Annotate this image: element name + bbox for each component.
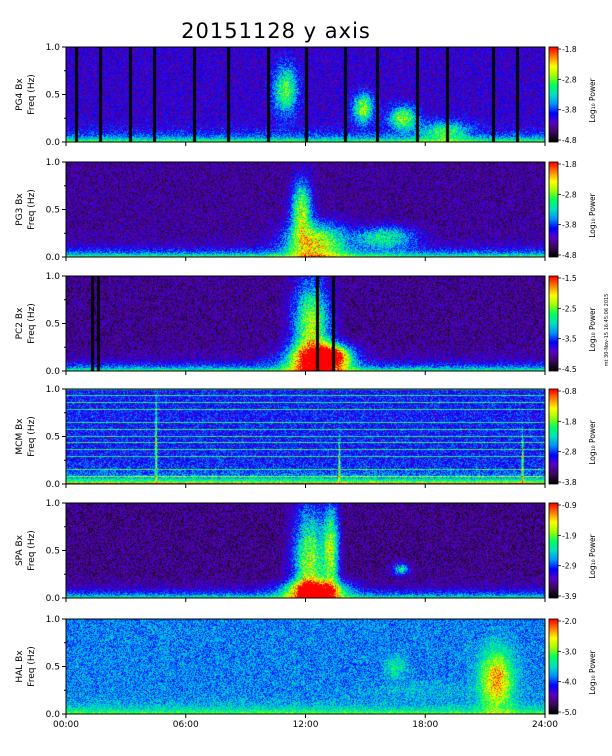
colorbar-hal: [549, 619, 558, 714]
colorbar-tick-label: -2.8: [562, 75, 577, 84]
colorbar-tick-label: -4.8: [562, 251, 577, 260]
panel-pc2: 0.0 0.5 1.0 PC2 Bx Freq (Hz) -1.5 -2.5 -3.5 -4.5…: [15, 272, 597, 377]
y-tick-label: 1.0: [46, 385, 61, 395]
ylabel-station: PG3 Bx: [15, 193, 25, 226]
panel-mcm: 0.0 0.5 1.0 MCM Bx Freq (Hz) -0.8 -1.8 -2.8 -3.8…: [15, 385, 597, 490]
colorbar-tick-label: -2.8: [562, 448, 577, 457]
colorbar-tick-label: -2.0: [562, 617, 577, 626]
colorbar-tick-label: -2.8: [562, 190, 577, 199]
spectrogram-mcm: [66, 389, 545, 484]
colorbar-tick-label: -0.9: [562, 501, 577, 510]
colorbar-tick-label: -3.8: [562, 478, 577, 487]
spectrogram-pg3: [66, 162, 545, 257]
colorbar-tick-label: -3.0: [562, 647, 577, 656]
y-tick-label: 0.0: [46, 367, 61, 377]
colorbar-label: Log₁₀ Power: [588, 419, 597, 464]
spectrogram-pc2: [66, 276, 545, 371]
colorbar-label: Log₁₀ Power: [588, 649, 597, 694]
colorbar-frame: [548, 618, 559, 715]
y-tick-label: 0.5: [46, 433, 60, 443]
colorbar-tick-label: -4.5: [562, 365, 577, 374]
x-axis: 00:00 06:00 12:00 18:00 24:00: [53, 720, 558, 730]
colorbar-tick-label: -1.8: [562, 45, 577, 54]
colorbar-label: Log₁₀ Power: [588, 77, 597, 122]
colorbar-pg4: [549, 47, 558, 142]
colorbar-pg3: [549, 162, 558, 257]
colorbar-tick-label: -3.9: [562, 592, 577, 601]
colorbar-tick-label: -1.5: [562, 274, 577, 283]
y-tick-label: 0.0: [46, 138, 61, 148]
colorbar-tick-label: -3.8: [562, 106, 577, 115]
y-tick-label: 0.0: [46, 594, 61, 604]
colorbar-frame: [548, 502, 559, 599]
colorbar-tick-label: -4.0: [562, 678, 577, 687]
colorbar-tick-label: -1.8: [562, 417, 577, 426]
y-tick-label: 0.5: [46, 206, 60, 216]
panel-spa: 0.0 0.5 1.0 SPA Bx Freq (Hz) -0.9 -1.9 -2.9 -3.9…: [15, 499, 597, 604]
y-tick-label: 0.0: [46, 480, 61, 490]
figure-title: 20151128 y axis: [181, 19, 371, 43]
colorbar-tick-label: -2.5: [562, 304, 577, 313]
y-tick-label: 1.0: [46, 272, 61, 282]
y-tick-label: 0.5: [46, 320, 60, 330]
y-tick-label: 0.0: [46, 710, 61, 720]
ylabel-freq: Freq (Hz): [27, 530, 37, 571]
panel-hal: 0.0 0.5 1.0 HAL Bx Freq (Hz) -2.0 -3.0 -4.0 -5.0…: [15, 615, 597, 720]
spectrogram-pg4: [66, 47, 545, 142]
ylabel-freq: Freq (Hz): [27, 646, 37, 687]
colorbar-pc2: [549, 276, 558, 371]
ylabel-station: HAL Bx: [15, 650, 25, 683]
ylabel-freq: Freq (Hz): [27, 303, 37, 344]
colorbar-spa: [549, 503, 558, 598]
colorbar-label: Log₁₀ Power: [588, 306, 597, 351]
colorbar-tick-label: -3.8: [562, 221, 577, 230]
colorbar-tick-label: -3.5: [562, 335, 577, 344]
y-tick-label: 1.0: [46, 158, 61, 168]
colorbar-tick-label: -5.0: [562, 708, 577, 717]
x-tick-label: 18:00: [412, 720, 438, 730]
colorbar-tick-label: -4.8: [562, 136, 577, 145]
colorbar-tick-label: -0.8: [562, 387, 577, 396]
colorbar-frame: [548, 161, 559, 258]
x-tick-label: 00:00: [53, 720, 79, 730]
spectrogram-hal: [66, 619, 545, 714]
ylabel-freq: Freq (Hz): [27, 189, 37, 230]
x-tick-label: 12:00: [293, 720, 319, 730]
ylabel-freq: Freq (Hz): [27, 74, 37, 115]
colorbar-frame: [548, 388, 559, 485]
colorbar-tick-label: -1.8: [562, 160, 577, 169]
colorbar-mcm: [549, 389, 558, 484]
y-tick-label: 0.5: [46, 91, 60, 101]
panel-pg4: 0.0 0.5 1.0 PG4 Bx Freq (Hz) -1.8 -2.8 -3.8 -4.8…: [15, 43, 597, 148]
ylabel-station: PG4 Bx: [15, 78, 25, 111]
ylabel-station: PC2 Bx: [15, 307, 25, 339]
y-tick-label: 1.0: [46, 43, 61, 53]
credit-text: mt 30-Nov-15 16:45:06 2015: [604, 294, 610, 367]
y-tick-label: 1.0: [46, 499, 61, 509]
colorbar-label: Log₁₀ Power: [588, 533, 597, 578]
colorbar-frame: [548, 46, 559, 143]
colorbar-frame: [548, 275, 559, 372]
colorbar-tick-label: -2.9: [562, 562, 577, 571]
panel-pg3: 0.0 0.5 1.0 PG3 Bx Freq (Hz) -1.8 -2.8 -3.8 -4.8…: [15, 158, 597, 263]
y-tick-label: 1.0: [46, 615, 61, 625]
y-tick-label: 0.5: [46, 547, 60, 557]
x-tick-label: 06:00: [173, 720, 199, 730]
y-tick-label: 0.0: [46, 253, 61, 263]
x-tick-label: 24:00: [532, 720, 558, 730]
ylabel-station: SPA Bx: [15, 534, 25, 566]
colorbar-tick-label: -1.9: [562, 531, 577, 540]
colorbar-label: Log₁₀ Power: [588, 192, 597, 237]
ylabel-station: MCM Bx: [15, 418, 25, 455]
spectrogram-spa: [66, 503, 545, 598]
y-tick-label: 0.5: [46, 663, 60, 673]
ylabel-freq: Freq (Hz): [27, 416, 37, 457]
